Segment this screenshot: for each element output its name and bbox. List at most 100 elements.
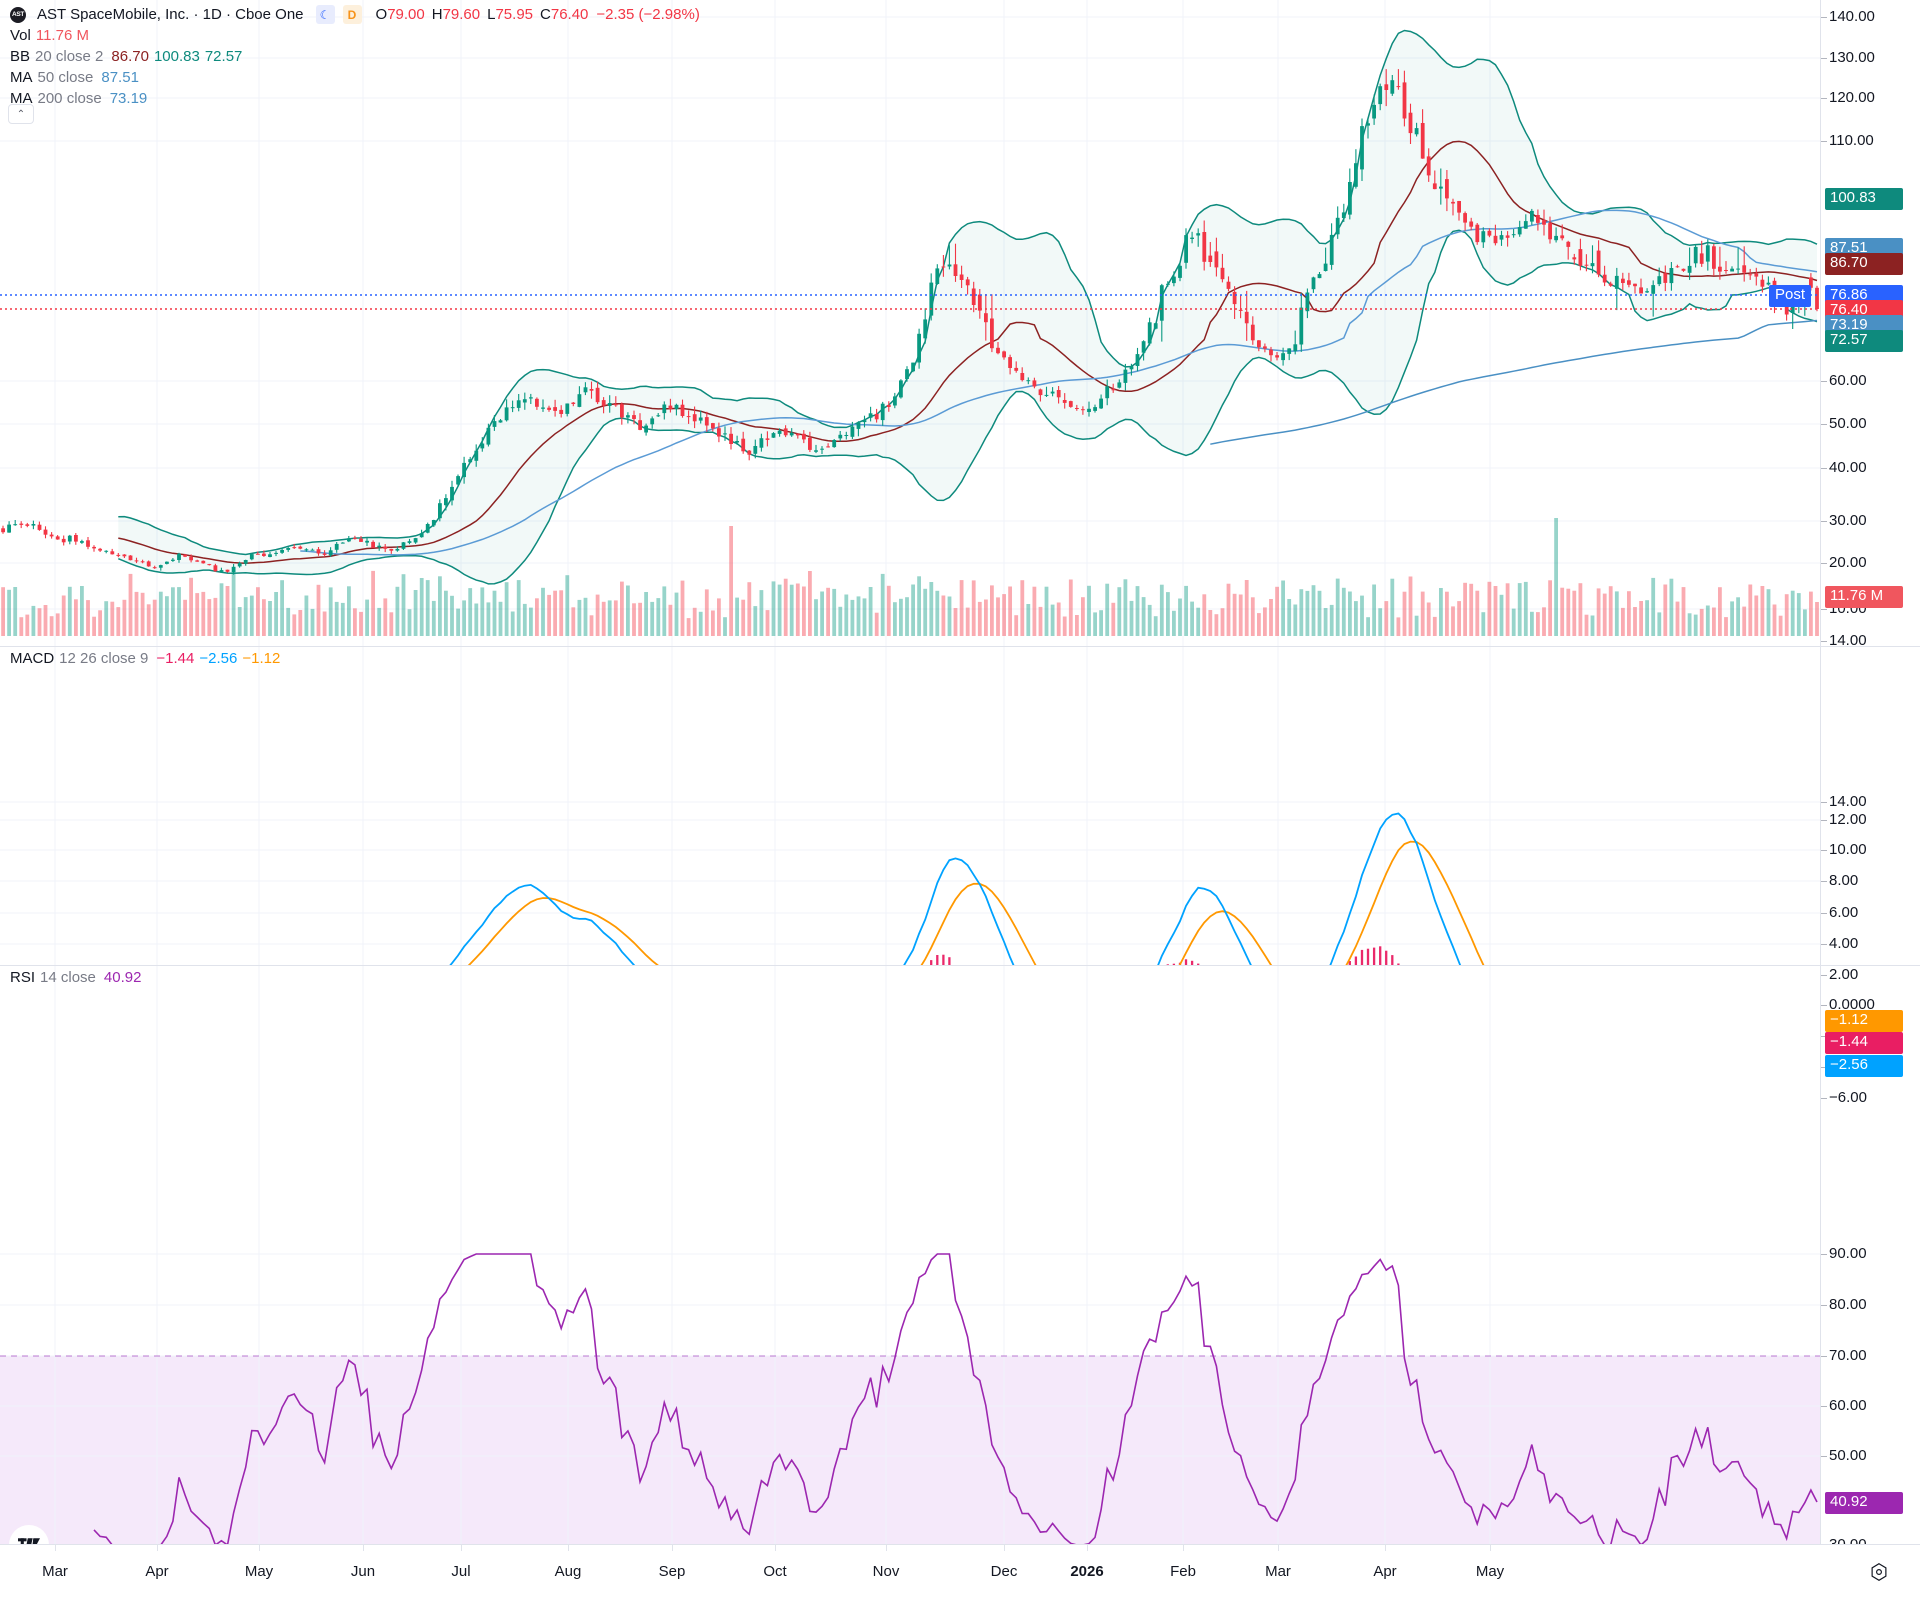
- close-value: 76.40: [550, 5, 589, 23]
- macd-hist-value: −1.44: [156, 649, 195, 667]
- macd-axis-tick: 2.00: [1829, 966, 1859, 983]
- ma200-legend-row[interactable]: MA 200 close 73.19: [10, 88, 700, 109]
- rsi-value: 40.92: [103, 968, 142, 986]
- price-axis-tick: 140.00: [1829, 8, 1875, 25]
- macd-axis-tick: 10.00: [1829, 841, 1867, 858]
- macd-axis-tick: −6.00: [1829, 1089, 1867, 1106]
- high-label: H: [431, 5, 443, 23]
- ma50-params: 50 close: [37, 68, 94, 86]
- macd-legend: MACD 12 26 close 9 −1.44 −2.56 −1.12: [10, 648, 280, 669]
- low-label: L: [487, 5, 496, 23]
- axis-tick-mark: [1821, 1036, 1827, 1037]
- axis-separator: [1821, 965, 1920, 966]
- time-axis-label: May: [1475, 1563, 1505, 1580]
- macd-params: 12 26 close 9: [59, 649, 149, 667]
- time-axis-label: Nov: [872, 1563, 900, 1580]
- axis-tick-mark: [1821, 17, 1827, 18]
- rsi-axis-tick: 50.00: [1829, 1447, 1867, 1464]
- macd-axis-tick: 0.0000: [1829, 996, 1875, 1013]
- open-label: O: [375, 5, 388, 23]
- high-value: 79.60: [442, 5, 481, 23]
- chart-settings-icon[interactable]: [1868, 1561, 1890, 1583]
- ma200-value: 73.19: [109, 89, 148, 107]
- close-label: C: [540, 5, 551, 23]
- time-axis-tick-mark: [1490, 1545, 1491, 1551]
- time-axis-tick-mark: [1004, 1545, 1005, 1551]
- axis-tick-mark: [1821, 521, 1827, 522]
- time-axis-tick-mark: [1385, 1545, 1386, 1551]
- volume-legend-row[interactable]: Vol 11.76 M: [10, 25, 700, 46]
- macd-axis-tick: 4.00: [1829, 935, 1859, 952]
- price-axis-tick: 120.00: [1829, 89, 1875, 106]
- macd-pane[interactable]: [0, 647, 1820, 965]
- volume-axis-tick: 14.00: [1829, 632, 1867, 649]
- rsi-axis-tick: 70.00: [1829, 1347, 1867, 1364]
- macd-legend-row[interactable]: MACD 12 26 close 9 −1.44 −2.56 −1.12: [10, 648, 280, 669]
- time-axis-tick-mark: [461, 1545, 462, 1551]
- time-axis-tick-mark: [1183, 1545, 1184, 1551]
- bb-upper-value: 100.83: [153, 47, 200, 65]
- rsi-axis-tick: 60.00: [1829, 1397, 1867, 1414]
- time-axis-label: Aug: [554, 1563, 582, 1580]
- macd-chart-svg: [0, 647, 1820, 965]
- price-axis-pill[interactable]: 72.57: [1825, 330, 1903, 352]
- price-axis-pill[interactable]: 11.76 M: [1825, 586, 1903, 608]
- time-axis-tick-mark: [568, 1545, 569, 1551]
- time-axis-tick-mark: [775, 1545, 776, 1551]
- macd-axis-tick: 6.00: [1829, 904, 1859, 921]
- macd-line-value: −1.12: [242, 649, 281, 667]
- time-axis-tick-mark: [363, 1545, 364, 1551]
- time-axis-tick-mark: [157, 1545, 158, 1551]
- bb-params: 20 close 2: [35, 47, 104, 65]
- axis-tick-mark: [1821, 1098, 1827, 1099]
- collapse-legend-button[interactable]: ⌃: [8, 104, 34, 124]
- time-axis-label: Apr: [145, 1563, 169, 1580]
- macd-axis-tick: 8.00: [1829, 872, 1859, 889]
- axis-tick-mark: [1821, 975, 1827, 976]
- pane-separator-macd: [0, 646, 1920, 647]
- rsi-pane[interactable]: [0, 966, 1820, 1544]
- ma50-legend-row[interactable]: MA 50 close 87.51: [10, 67, 700, 88]
- macd-axis-pill[interactable]: −1.44: [1825, 1032, 1903, 1054]
- macd-label: MACD: [10, 649, 55, 667]
- time-axis-label: Oct: [763, 1563, 787, 1580]
- axis-tick-mark: [1821, 913, 1827, 914]
- macd-axis-pill[interactable]: −2.56: [1825, 1055, 1903, 1077]
- time-axis-label: Feb: [1170, 1563, 1196, 1580]
- axis-tick-mark: [1821, 1067, 1827, 1068]
- session-badge[interactable]: D: [342, 5, 362, 24]
- volume-label: Vol: [10, 26, 31, 44]
- bb-legend-row[interactable]: BB 20 close 2 86.70 100.83 72.57: [10, 46, 700, 67]
- macd-axis-tick: 12.00: [1829, 811, 1867, 828]
- time-axis-label: Dec: [990, 1563, 1018, 1580]
- time-axis-label: Sep: [658, 1563, 686, 1580]
- time-axis-tick-mark: [886, 1545, 887, 1551]
- rsi-axis-pill[interactable]: 40.92: [1825, 1492, 1903, 1514]
- rsi-legend-row[interactable]: RSI 14 close 40.92: [10, 967, 141, 988]
- price-axis-tick: 40.00: [1829, 459, 1867, 476]
- moon-icon[interactable]: ☾: [315, 5, 335, 24]
- time-axis-tick-mark: [672, 1545, 673, 1551]
- axis-tick-mark: [1821, 1305, 1827, 1306]
- ohlc-readout: O79.00 H79.60 L75.95 C76.40 −2.35 (−2.98%): [376, 5, 700, 25]
- macd-axis-pill[interactable]: −1.12: [1825, 1010, 1903, 1032]
- ast-logo-icon: AST: [10, 6, 26, 23]
- ma50-label: MA: [10, 68, 33, 86]
- price-axis-tick: 20.00: [1829, 554, 1867, 571]
- price-axis-tick: 130.00: [1829, 49, 1875, 66]
- axis-tick-mark: [1821, 881, 1827, 882]
- price-axis-pill[interactable]: 100.83: [1825, 188, 1903, 210]
- bb-lower-value: 72.57: [204, 47, 243, 65]
- symbol-row[interactable]: AST AST SpaceMobile, Inc. · 1D · Cboe On…: [10, 4, 700, 25]
- price-axis-pill[interactable]: 86.70: [1825, 253, 1903, 275]
- time-scale[interactable]: Mar Apr May Jun Jul Aug Sep Oct Nov Dec 2026 Feb Mar…: [0, 1544, 1920, 1600]
- price-scale[interactable]: 140.00 130.00 120.00 110.00 60.00 50.00 40.00 3…: [1769, 0, 1920, 1552]
- volume-value: 11.76 M: [35, 26, 89, 44]
- rsi-chart-svg: [0, 966, 1820, 1544]
- time-axis-label: 2026: [1070, 1563, 1104, 1580]
- price-pane[interactable]: [0, 0, 1820, 646]
- change-value: −2.35 (−2.98%): [596, 5, 700, 23]
- macd-signal-value: −2.56: [199, 649, 238, 667]
- rsi-params: 14 close: [40, 968, 96, 986]
